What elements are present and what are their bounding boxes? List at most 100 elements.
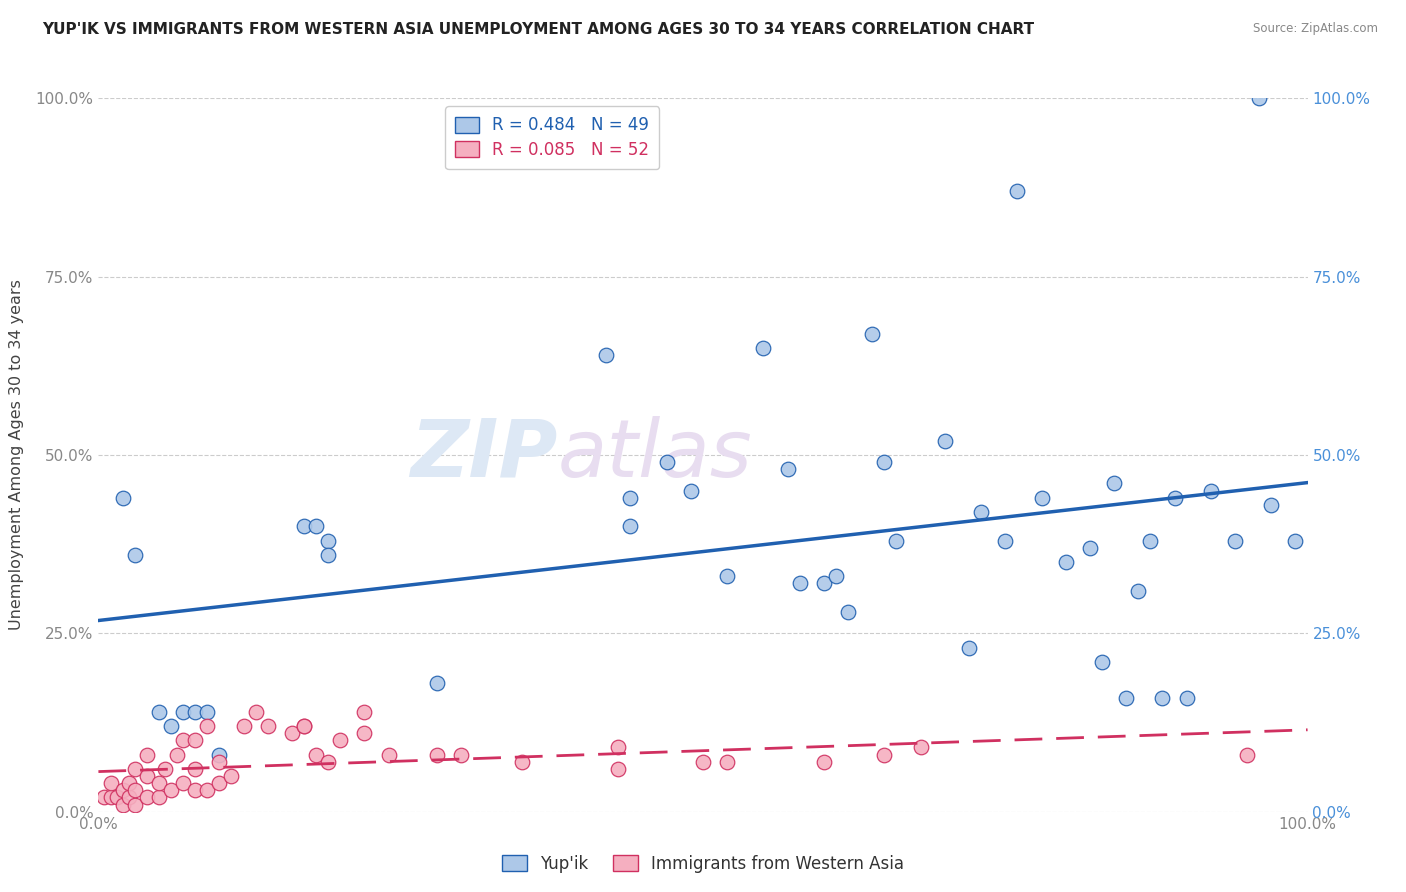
Point (111, 783, 134, 797)
Point (1054, 555, 1077, 569)
Point (1249, 91, 1271, 105)
Point (93, 790, 115, 805)
Point (1199, 483, 1222, 498)
Point (426, 676, 449, 690)
Point (135, 747, 157, 762)
Point (124, 797, 146, 812)
Point (510, 755, 533, 769)
Point (172, 705, 194, 719)
Point (813, 576, 835, 591)
Point (124, 783, 146, 797)
Point (619, 519, 641, 533)
Point (934, 434, 956, 448)
Text: YUP'IK VS IMMIGRANTS FROM WESTERN ASIA UNEMPLOYMENT AMONG AGES 30 TO 34 YEARS CO: YUP'IK VS IMMIGRANTS FROM WESTERN ASIA U… (42, 22, 1035, 37)
Point (752, 341, 775, 355)
Point (789, 576, 811, 591)
Point (607, 740, 630, 755)
Point (873, 747, 896, 762)
Point (329, 733, 352, 747)
Legend: R = 0.484   N = 49, R = 0.085   N = 52: R = 0.484 N = 49, R = 0.085 N = 52 (446, 106, 659, 169)
Point (281, 726, 304, 740)
Point (837, 605, 859, 619)
Point (910, 740, 932, 755)
Y-axis label: Unemployment Among Ages 30 to 34 years: Unemployment Among Ages 30 to 34 years (10, 279, 24, 631)
Point (316, 755, 339, 769)
Point (208, 747, 231, 762)
Point (1091, 655, 1114, 669)
Point (776, 462, 799, 476)
Point (1007, 184, 1029, 198)
Point (450, 747, 472, 762)
Point (195, 719, 218, 733)
Point (292, 519, 315, 533)
Point (886, 533, 908, 548)
Point (166, 747, 188, 762)
Point (184, 783, 207, 797)
Point (135, 790, 157, 805)
Point (716, 755, 738, 769)
Point (172, 733, 194, 747)
Point (195, 783, 218, 797)
Point (256, 719, 278, 733)
Point (118, 790, 141, 805)
Point (813, 755, 835, 769)
Point (105, 790, 128, 805)
Point (1102, 476, 1125, 491)
Point (316, 533, 339, 548)
Point (232, 719, 254, 733)
Point (1031, 491, 1053, 505)
Point (135, 769, 157, 783)
Point (184, 733, 207, 747)
Point (353, 705, 375, 719)
Point (692, 755, 714, 769)
Point (148, 705, 170, 719)
Point (111, 491, 134, 505)
Point (655, 455, 678, 469)
Point (970, 505, 993, 519)
Point (124, 548, 146, 562)
Point (1236, 747, 1258, 762)
Point (153, 762, 176, 776)
Text: ZIP: ZIP (411, 416, 558, 494)
Point (1139, 533, 1161, 548)
Point (595, 348, 617, 362)
Point (100, 790, 122, 805)
Text: atlas: atlas (558, 416, 752, 494)
Point (860, 326, 883, 341)
Point (316, 548, 339, 562)
Point (716, 569, 738, 583)
Point (1175, 690, 1198, 705)
Point (292, 719, 315, 733)
Point (1152, 690, 1174, 705)
Point (957, 640, 980, 655)
Point (111, 797, 134, 812)
Point (679, 483, 702, 498)
Point (195, 705, 218, 719)
Point (1284, 533, 1306, 548)
Legend: Yup'ik, Immigrants from Western Asia: Yup'ik, Immigrants from Western Asia (495, 848, 911, 880)
Point (994, 533, 1017, 548)
Point (172, 776, 194, 790)
Point (100, 776, 122, 790)
Point (1163, 491, 1185, 505)
Point (184, 762, 207, 776)
Point (305, 747, 328, 762)
Point (148, 790, 170, 805)
Point (825, 569, 848, 583)
Point (221, 769, 243, 783)
Point (619, 491, 641, 505)
Point (148, 776, 170, 790)
Point (377, 747, 399, 762)
Point (426, 747, 449, 762)
Point (118, 776, 141, 790)
Point (184, 705, 207, 719)
Point (1078, 541, 1101, 555)
Point (305, 519, 328, 533)
Point (1260, 498, 1282, 512)
Point (208, 755, 231, 769)
Point (208, 776, 231, 790)
Point (160, 719, 183, 733)
Point (1128, 583, 1150, 598)
Text: Source: ZipAtlas.com: Source: ZipAtlas.com (1253, 22, 1378, 36)
Point (353, 726, 375, 740)
